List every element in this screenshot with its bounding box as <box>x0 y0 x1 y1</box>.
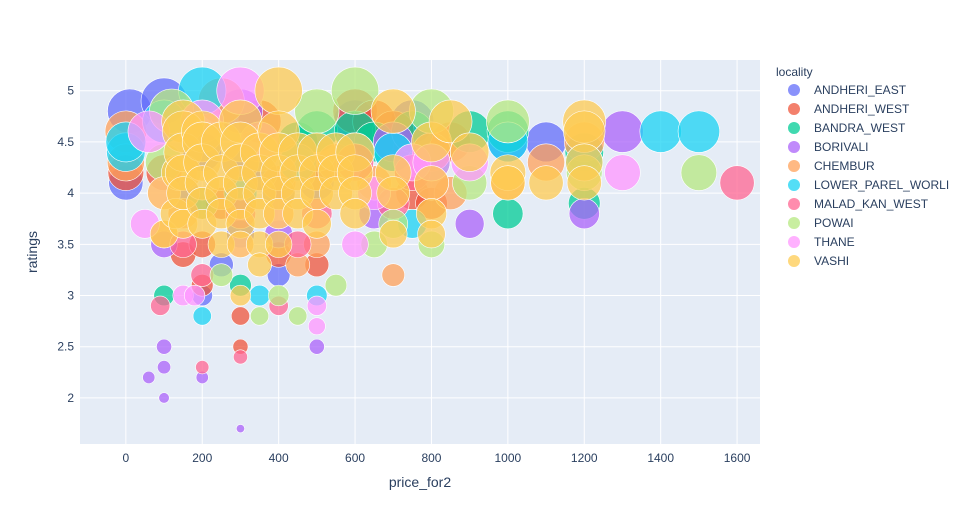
data-point <box>288 306 308 326</box>
tick-labels: 0 200 400 600 800 1000 1200 1400 1600 2 2.5 3 3.5 4 4.… <box>57 84 750 465</box>
data-point <box>604 154 641 191</box>
x-axis-title: price_for2 <box>389 474 451 490</box>
legend-label: BORIVALI <box>814 140 868 154</box>
data-point <box>209 263 234 287</box>
data-point <box>486 99 530 144</box>
legend-marker <box>788 141 800 153</box>
data-point <box>566 165 602 201</box>
data-point <box>192 306 212 326</box>
legend-marker <box>788 255 800 267</box>
x-tick-label: 200 <box>192 451 212 465</box>
data-point <box>339 198 371 230</box>
data-point <box>324 274 348 297</box>
legend-label: VASHI <box>814 254 849 268</box>
legend-marker <box>788 236 800 248</box>
data-point <box>268 284 290 307</box>
data-point <box>184 284 206 307</box>
x-tick-label: 600 <box>345 451 365 465</box>
data-point <box>150 295 171 316</box>
data-point <box>265 230 293 258</box>
data-point <box>230 306 250 326</box>
data-point <box>254 66 303 115</box>
legend-marker <box>788 217 800 229</box>
y-tick-label: 3.5 <box>57 237 74 251</box>
data-point <box>308 338 325 355</box>
data-point <box>490 165 526 201</box>
data-point <box>568 198 600 230</box>
data-point <box>454 209 485 239</box>
data-point <box>248 284 271 307</box>
legend-label: BANDRA_WEST <box>814 121 906 135</box>
data-point <box>677 110 720 153</box>
data-point <box>247 252 272 278</box>
data-point <box>250 306 270 326</box>
legend-marker <box>788 179 800 191</box>
legend-label: POWAI <box>814 216 854 230</box>
y-tick-label: 4 <box>67 186 74 200</box>
data-point <box>413 165 449 201</box>
data-point <box>376 176 411 210</box>
y-tick-label: 5 <box>67 84 74 98</box>
data-point <box>639 110 682 153</box>
legend-marker <box>788 103 800 115</box>
legend-label: THANE <box>814 235 855 249</box>
legend-marker <box>788 84 800 96</box>
legend-items: ANDHERI_EAST ANDHERI_WEST BANDRA_WEST BORIV… <box>788 83 949 268</box>
data-point <box>195 360 210 375</box>
data-point <box>306 295 327 316</box>
data-point <box>142 370 156 384</box>
legend: locality ANDHERI_EAST ANDHERI_WEST BANDRA_… <box>776 65 949 268</box>
x-tick-label: 1200 <box>571 451 598 465</box>
data-point <box>381 263 405 287</box>
data-point <box>417 219 446 249</box>
legend-marker <box>788 122 800 134</box>
data-point <box>156 338 172 355</box>
y-tick-label: 4.5 <box>57 135 74 149</box>
x-tick-label: 0 <box>122 451 129 465</box>
data-point <box>528 165 564 201</box>
data-point <box>492 198 524 230</box>
data-point <box>302 209 332 239</box>
data-point <box>235 424 245 434</box>
data-point <box>233 349 248 365</box>
legend-marker <box>788 198 800 210</box>
data-point <box>229 284 252 307</box>
data-point <box>370 88 416 134</box>
legend-marker <box>788 160 800 172</box>
legend-label: ANDHERI_WEST <box>814 102 910 116</box>
data-point <box>307 317 326 336</box>
data-point <box>331 66 380 115</box>
x-tick-label: 800 <box>421 451 441 465</box>
data-point <box>157 360 172 375</box>
data-point <box>379 219 408 249</box>
y-tick-label: 2 <box>67 391 74 405</box>
series-vashi <box>147 66 607 307</box>
data-point <box>450 132 490 172</box>
y-tick-label: 2.5 <box>57 340 74 354</box>
legend-label: MALAD_KAN_WEST <box>814 197 929 211</box>
data-point <box>680 154 718 191</box>
data-point <box>341 230 369 258</box>
data-point <box>601 110 644 153</box>
data-points <box>104 66 755 434</box>
data-point <box>719 165 755 201</box>
x-tick-label: 1600 <box>724 451 751 465</box>
legend-title: locality <box>776 65 813 79</box>
y-axis-title: ratings <box>24 231 40 273</box>
x-tick-label: 1400 <box>647 451 674 465</box>
y-tick-label: 3 <box>67 289 74 303</box>
data-point <box>158 392 170 404</box>
x-tick-label: 400 <box>269 451 289 465</box>
legend-label: ANDHERI_EAST <box>814 83 907 97</box>
legend-label: LOWER_PAREL_WORLI <box>814 178 949 192</box>
x-tick-label: 1000 <box>495 451 522 465</box>
data-point <box>428 99 473 144</box>
legend-label: CHEMBUR <box>814 159 875 173</box>
